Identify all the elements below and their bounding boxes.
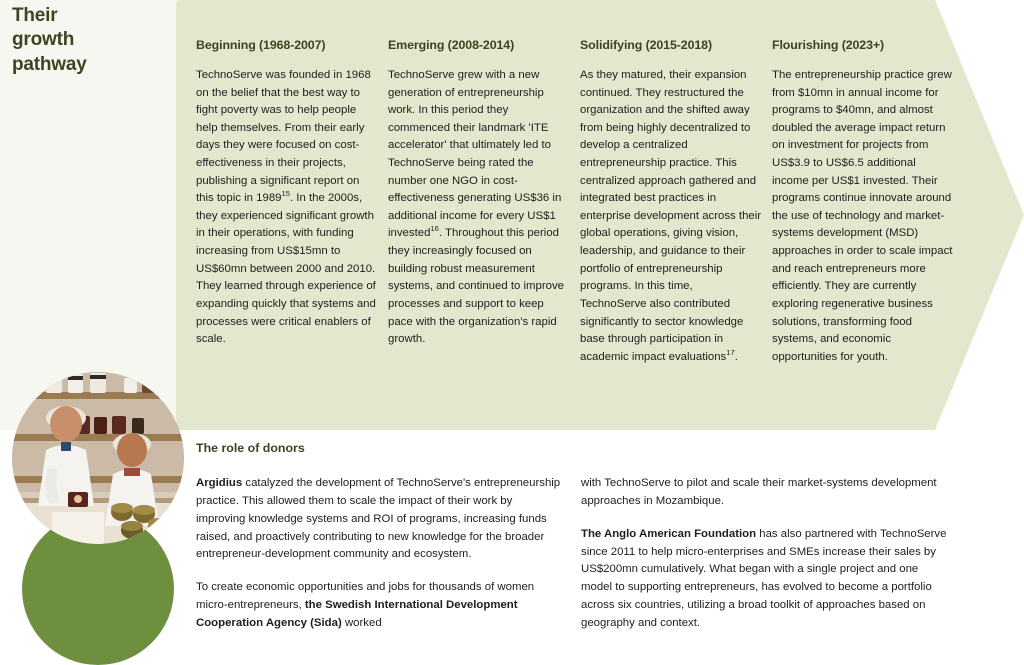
timeline-column: Beginning (1968-2007) TechnoServe was fou…: [196, 38, 388, 366]
footnote-marker: 16: [430, 224, 439, 234]
timeline-columns: Beginning (1968-2007) TechnoServe was fou…: [196, 38, 996, 366]
donors-section-title: The role of donors: [196, 441, 305, 455]
donors-column-right: with TechnoServe to pilot and scale thei…: [581, 475, 966, 633]
timeline-column-body: The entrepreneurship practice grew from …: [772, 69, 953, 363]
donors-paragraph: To create economic opportunities and job…: [196, 581, 535, 629]
timeline-column: Flourishing (2023+) The entrepreneurship …: [772, 38, 964, 366]
timeline-column: Solidifying (2015-2018) As they matured, …: [580, 38, 772, 366]
donors-section: The role of donors Argidius catalyzed th…: [196, 441, 996, 633]
donors-columns: Argidius catalyzed the development of Te…: [196, 475, 996, 633]
donors-paragraph: The Anglo American Foundation has also p…: [581, 527, 947, 629]
footnote-marker: 17: [726, 347, 735, 357]
donor-name: Argidius: [196, 477, 243, 489]
green-arrow-banner: [176, 0, 1024, 430]
left-cream-panel: [0, 0, 176, 430]
donors-paragraph: Argidius catalyzed the development of Te…: [196, 477, 561, 561]
donors-column-left: Argidius catalyzed the development of Te…: [196, 475, 581, 633]
timeline-column-body: As they matured, their expansion continu…: [580, 69, 762, 363]
timeline-column-title: Solidifying (2015-2018): [580, 38, 712, 52]
page-title: Their growth pathway: [12, 5, 87, 75]
footnote-marker: 15: [281, 189, 290, 199]
timeline-column-title: Flourishing (2023+): [772, 38, 885, 52]
timeline-column-title: Emerging (2008-2014): [388, 38, 515, 52]
timeline-column-title: Beginning (1968-2007): [196, 38, 326, 52]
donor-name: the Swedish International Development Co…: [196, 599, 518, 629]
timeline-column: Emerging (2008-2014) TechnoServe grew wit…: [388, 38, 580, 366]
donors-paragraph: with TechnoServe to pilot and scale thei…: [581, 477, 937, 507]
donor-name: The Anglo American Foundation: [581, 527, 757, 540]
photo-two-women-food-production: [12, 372, 184, 544]
timeline-column-body: TechnoServe grew with a new generation o…: [388, 69, 565, 346]
timeline-column-body: TechnoServe was founded in 1968 on the b…: [196, 69, 376, 346]
